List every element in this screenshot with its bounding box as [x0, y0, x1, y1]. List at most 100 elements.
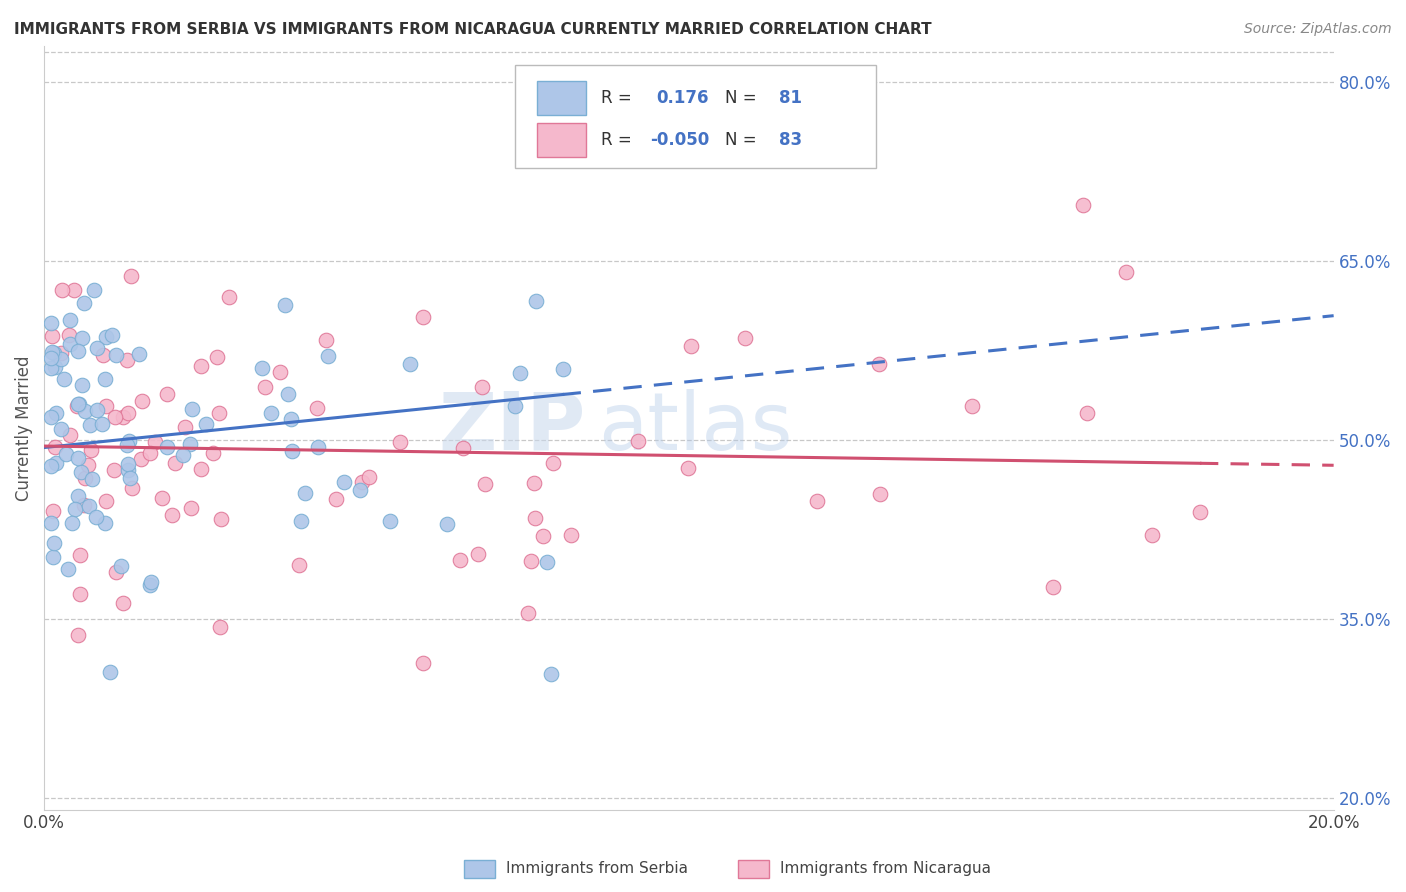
Point [56, 562, 79, 576]
Point [541, 456, 564, 470]
Point [62, 283, 84, 297]
Point [77, 458, 100, 473]
Point [208, 406, 231, 420]
Point [307, 440, 329, 454]
Point [41, 361, 63, 376]
Point [194, 417, 217, 432]
Point [412, 310, 434, 324]
Point [540, 666, 562, 681]
Point [138, 446, 160, 460]
Point [39, 516, 62, 530]
Point [103, 463, 125, 477]
Point [67, 397, 90, 411]
Point [39, 409, 62, 424]
Point [44, 536, 66, 550]
Point [1071, 198, 1094, 212]
Point [39, 351, 62, 365]
Point [316, 349, 339, 363]
Point [39, 458, 62, 473]
Point [84, 509, 107, 524]
Point [551, 362, 574, 376]
Point [503, 400, 526, 414]
FancyBboxPatch shape [537, 80, 586, 115]
Point [117, 406, 139, 420]
Text: R =: R = [602, 131, 631, 149]
Text: N =: N = [725, 131, 756, 149]
Point [104, 566, 127, 580]
Point [449, 553, 471, 567]
Point [180, 500, 202, 515]
Point [115, 352, 138, 367]
Point [117, 458, 139, 472]
Y-axis label: Currently Married: Currently Married [15, 355, 32, 500]
Point [960, 399, 983, 413]
Point [42, 345, 65, 359]
Point [104, 348, 127, 362]
Point [201, 446, 224, 460]
Point [72, 331, 94, 345]
Point [412, 657, 434, 671]
Point [41, 549, 63, 564]
Point [111, 596, 134, 610]
Point [205, 350, 228, 364]
Point [80, 443, 103, 458]
Point [307, 401, 329, 415]
Point [58, 328, 80, 343]
Point [294, 486, 316, 500]
Text: N =: N = [725, 89, 756, 107]
Point [451, 441, 474, 455]
Point [399, 357, 422, 371]
Point [474, 477, 496, 491]
Point [173, 420, 195, 434]
Point [325, 492, 347, 507]
Text: IMMIGRANTS FROM SERBIA VS IMMIGRANTS FROM NICARAGUA CURRENTLY MARRIED CORRELATIO: IMMIGRANTS FROM SERBIA VS IMMIGRANTS FRO… [14, 22, 932, 37]
Text: 83: 83 [779, 131, 803, 149]
Point [281, 444, 304, 458]
Point [280, 412, 302, 426]
Point [163, 456, 186, 470]
Point [869, 486, 891, 500]
Point [70, 377, 93, 392]
Point [627, 434, 650, 448]
Point [357, 470, 380, 484]
Point [73, 499, 96, 513]
Point [260, 405, 283, 419]
Point [91, 417, 114, 432]
Text: Immigrants from Serbia: Immigrants from Serbia [506, 862, 688, 876]
Point [44, 360, 66, 375]
Point [253, 380, 276, 394]
Point [69, 587, 91, 601]
Point [172, 448, 194, 462]
Point [49, 345, 72, 359]
Point [96, 494, 118, 508]
Point [70, 466, 93, 480]
Point [181, 401, 204, 416]
Point [94, 516, 117, 530]
Point [139, 575, 162, 590]
Point [86, 341, 108, 355]
Point [55, 447, 77, 461]
Point [333, 475, 356, 489]
Point [129, 451, 152, 466]
Point [94, 399, 117, 413]
Point [524, 293, 547, 308]
Point [218, 290, 240, 304]
Point [79, 499, 101, 513]
Point [1188, 505, 1211, 519]
Point [66, 450, 89, 465]
Point [49, 352, 72, 367]
Text: R =: R = [602, 89, 631, 107]
Point [121, 481, 143, 495]
Point [63, 501, 86, 516]
Point [679, 338, 702, 352]
Point [110, 559, 132, 574]
Text: -0.050: -0.050 [650, 131, 710, 149]
Point [53, 372, 76, 386]
Point [156, 387, 179, 401]
Point [676, 461, 699, 475]
Point [118, 434, 141, 448]
Point [101, 328, 124, 343]
Point [162, 508, 184, 522]
Point [118, 471, 141, 485]
Point [45, 406, 67, 420]
